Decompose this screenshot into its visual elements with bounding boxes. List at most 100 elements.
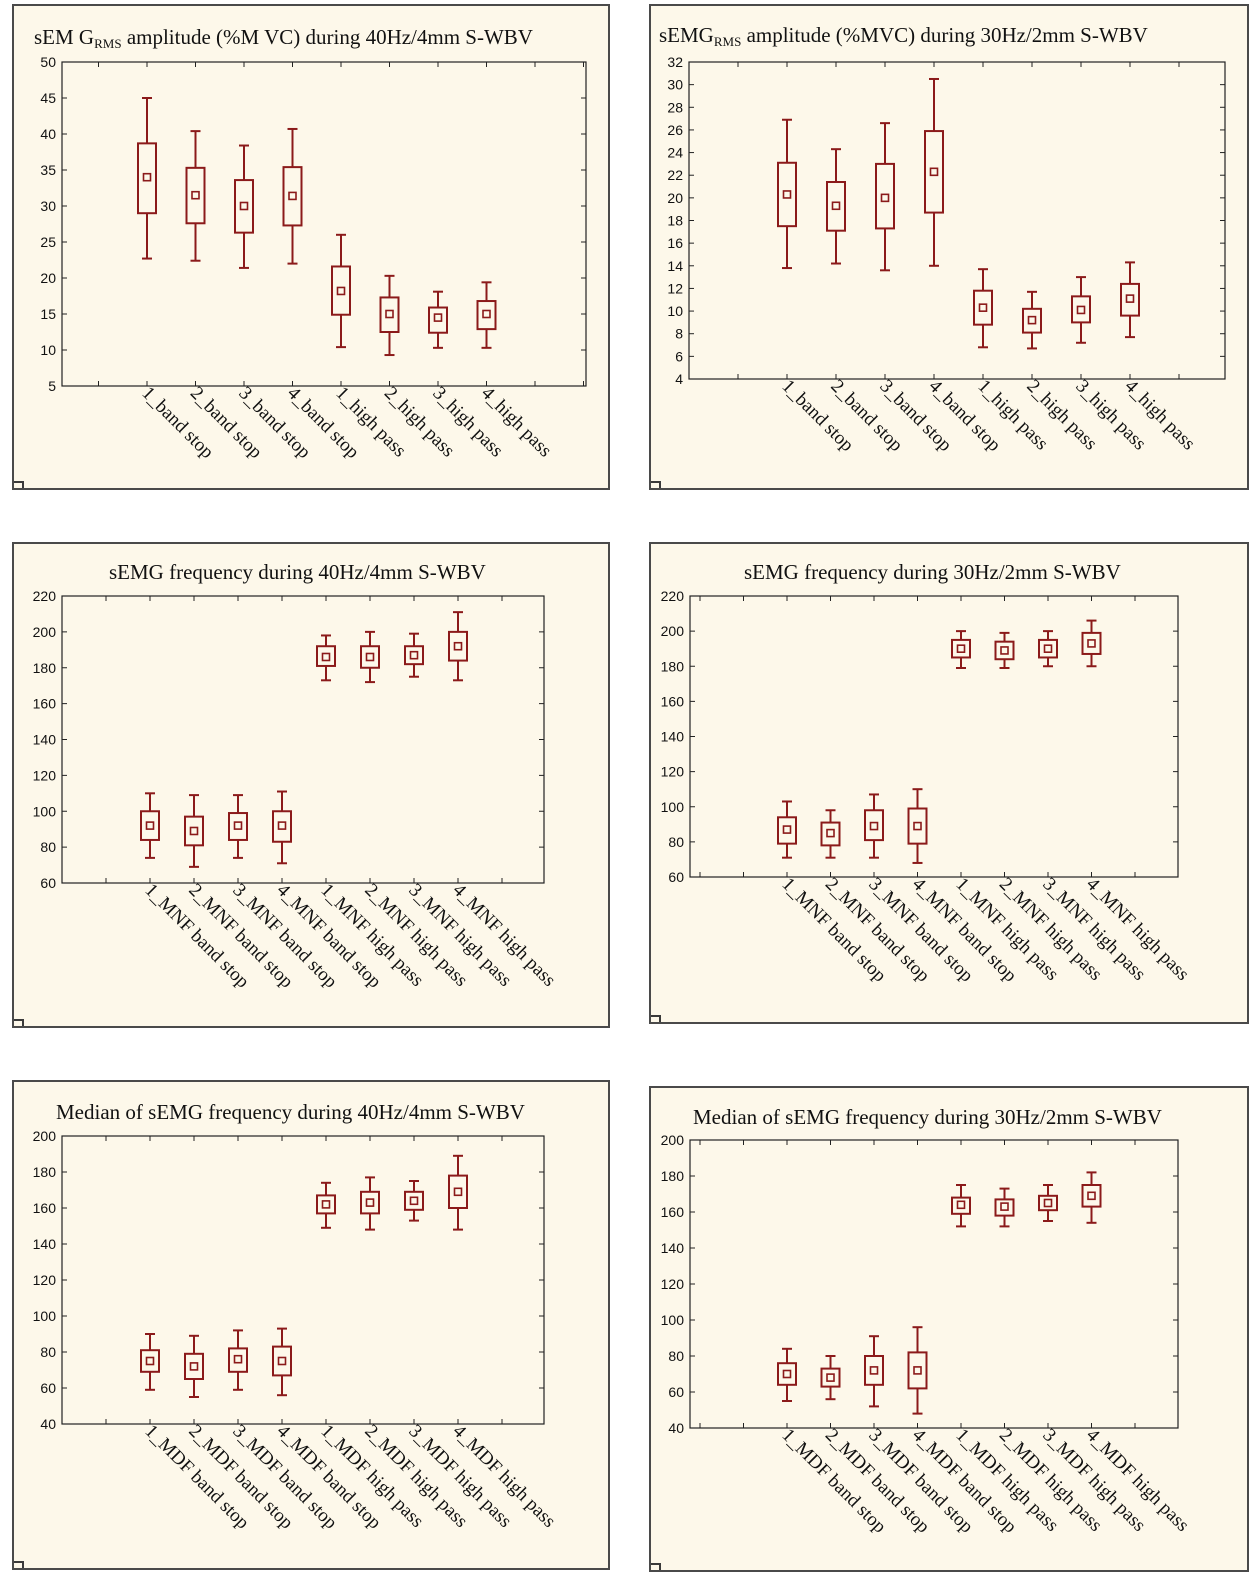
box: [1071, 295, 1091, 324]
box: [184, 1352, 204, 1380]
box-plot-7: [404, 632, 424, 678]
y-tick-label: 4: [675, 371, 683, 387]
plot-area: [688, 61, 1226, 380]
box: [316, 1194, 336, 1215]
chart-title: Median of sEMG frequency during 40Hz/4mm…: [56, 1100, 525, 1124]
mean-marker: [482, 309, 491, 319]
mean-marker: [782, 825, 792, 834]
y-tick-label: 28: [667, 99, 683, 115]
box: [272, 1345, 292, 1377]
box: [1038, 1194, 1058, 1212]
y-tick-label: 25: [40, 234, 56, 250]
box-plot-3: [864, 1335, 884, 1408]
box: [476, 300, 497, 331]
y-tick-label: 140: [33, 1236, 57, 1252]
mean-marker: [409, 1196, 419, 1206]
box-plot-8: [1081, 1171, 1102, 1224]
box: [777, 816, 797, 845]
chart-mdf-40hz: Median of sEMG frequency during 40Hz/4mm…: [33, 1100, 560, 1533]
mean-marker: [453, 641, 463, 651]
y-tick-label: 24: [667, 145, 683, 161]
box-plot-2: [820, 809, 841, 859]
mean-marker: [145, 821, 155, 830]
box: [777, 1362, 797, 1386]
corner-marker-icon: [651, 1015, 661, 1022]
box: [994, 640, 1015, 661]
chart-amplitude-40hz: sEM GRMS amplitude (%M VC) during 40Hz/4…: [34, 25, 587, 463]
y-tick-label: 10: [667, 303, 683, 319]
y-tick-label: 180: [33, 1164, 57, 1180]
y-tick-label: 100: [33, 1308, 57, 1324]
box: [316, 645, 336, 667]
mean-marker: [433, 313, 443, 322]
box-plot-6: [1022, 290, 1042, 350]
plot-area: [689, 1139, 1179, 1429]
box-plot-6: [360, 630, 380, 684]
mean-marker: [782, 190, 792, 199]
chart-panel-mdf-30hz: Median of sEMG frequency during 30Hz/2mm…: [649, 1086, 1249, 1572]
box: [448, 630, 468, 662]
y-tick-label: 45: [40, 90, 56, 106]
mean-marker: [189, 826, 199, 836]
y-tick-label: 50: [40, 54, 56, 70]
box: [404, 1190, 424, 1211]
y-tick-label: 80: [40, 1344, 56, 1360]
box-plot-6: [360, 1176, 380, 1231]
box-plot-5: [951, 630, 971, 670]
box: [951, 1196, 971, 1215]
box: [826, 181, 846, 232]
chart-mdf-30hz: Median of sEMG frequency during 30Hz/2mm…: [661, 1105, 1193, 1537]
mean-marker: [869, 1366, 879, 1375]
chart-title: sEMG frequency during 40Hz/4mm S-WBV: [109, 560, 486, 584]
y-tick-label: 60: [40, 875, 56, 891]
mean-marker: [869, 821, 879, 831]
chart-mnf-40hz: sEMG frequency during 40Hz/4mm S-WBV 60 80…: [33, 560, 560, 992]
box: [1081, 631, 1102, 655]
box: [331, 265, 351, 316]
box: [1120, 282, 1140, 317]
y-tick-label: 220: [33, 588, 57, 604]
mean-marker: [365, 652, 375, 662]
mean-marker: [782, 1369, 792, 1379]
mean-marker: [913, 821, 922, 831]
plot-area: [689, 595, 1179, 878]
chart-panel-mnf-40hz: sEMG frequency during 40Hz/4mm S-WBV 60 80…: [12, 542, 610, 1028]
mean-marker: [1125, 294, 1135, 303]
box: [272, 810, 292, 843]
y-tick-label: 40: [40, 126, 56, 142]
box-plot-2: [826, 148, 846, 265]
box-plot-8: [1081, 619, 1102, 668]
mean-marker: [1043, 1198, 1053, 1208]
y-tick-label: 60: [668, 1384, 684, 1400]
box: [1022, 307, 1042, 334]
box-plot-3: [864, 793, 884, 859]
mean-marker: [1043, 644, 1053, 653]
y-tick-label: 16: [667, 235, 683, 251]
mean-marker: [233, 821, 243, 830]
box-plot-8: [476, 281, 497, 349]
box-plot-7: [428, 290, 448, 349]
box: [973, 289, 993, 326]
box-plot-7: [1071, 276, 1091, 344]
mean-marker: [385, 309, 394, 319]
y-tick-label: 20: [40, 270, 56, 286]
y-tick-label: 200: [661, 623, 685, 639]
mean-marker: [880, 193, 890, 203]
box: [184, 815, 204, 847]
box: [428, 306, 448, 334]
box-plot-4: [907, 1326, 928, 1415]
y-tick-label: 26: [667, 122, 683, 138]
mean-marker: [1087, 639, 1096, 648]
y-tick-label: 20: [667, 190, 683, 206]
box-plot-5: [316, 1181, 336, 1229]
box-plot-6: [994, 1187, 1015, 1228]
mean-marker: [239, 201, 249, 211]
mean-marker: [277, 1356, 287, 1366]
y-tick-label: 120: [33, 1272, 57, 1288]
box-plot-4: [272, 1327, 292, 1397]
box-plot-8: [448, 1154, 468, 1231]
box: [864, 809, 884, 842]
y-tick-label: 120: [661, 764, 685, 780]
chart-title: sEMG frequency during 30Hz/2mm S-WBV: [744, 560, 1121, 584]
box: [924, 130, 944, 214]
